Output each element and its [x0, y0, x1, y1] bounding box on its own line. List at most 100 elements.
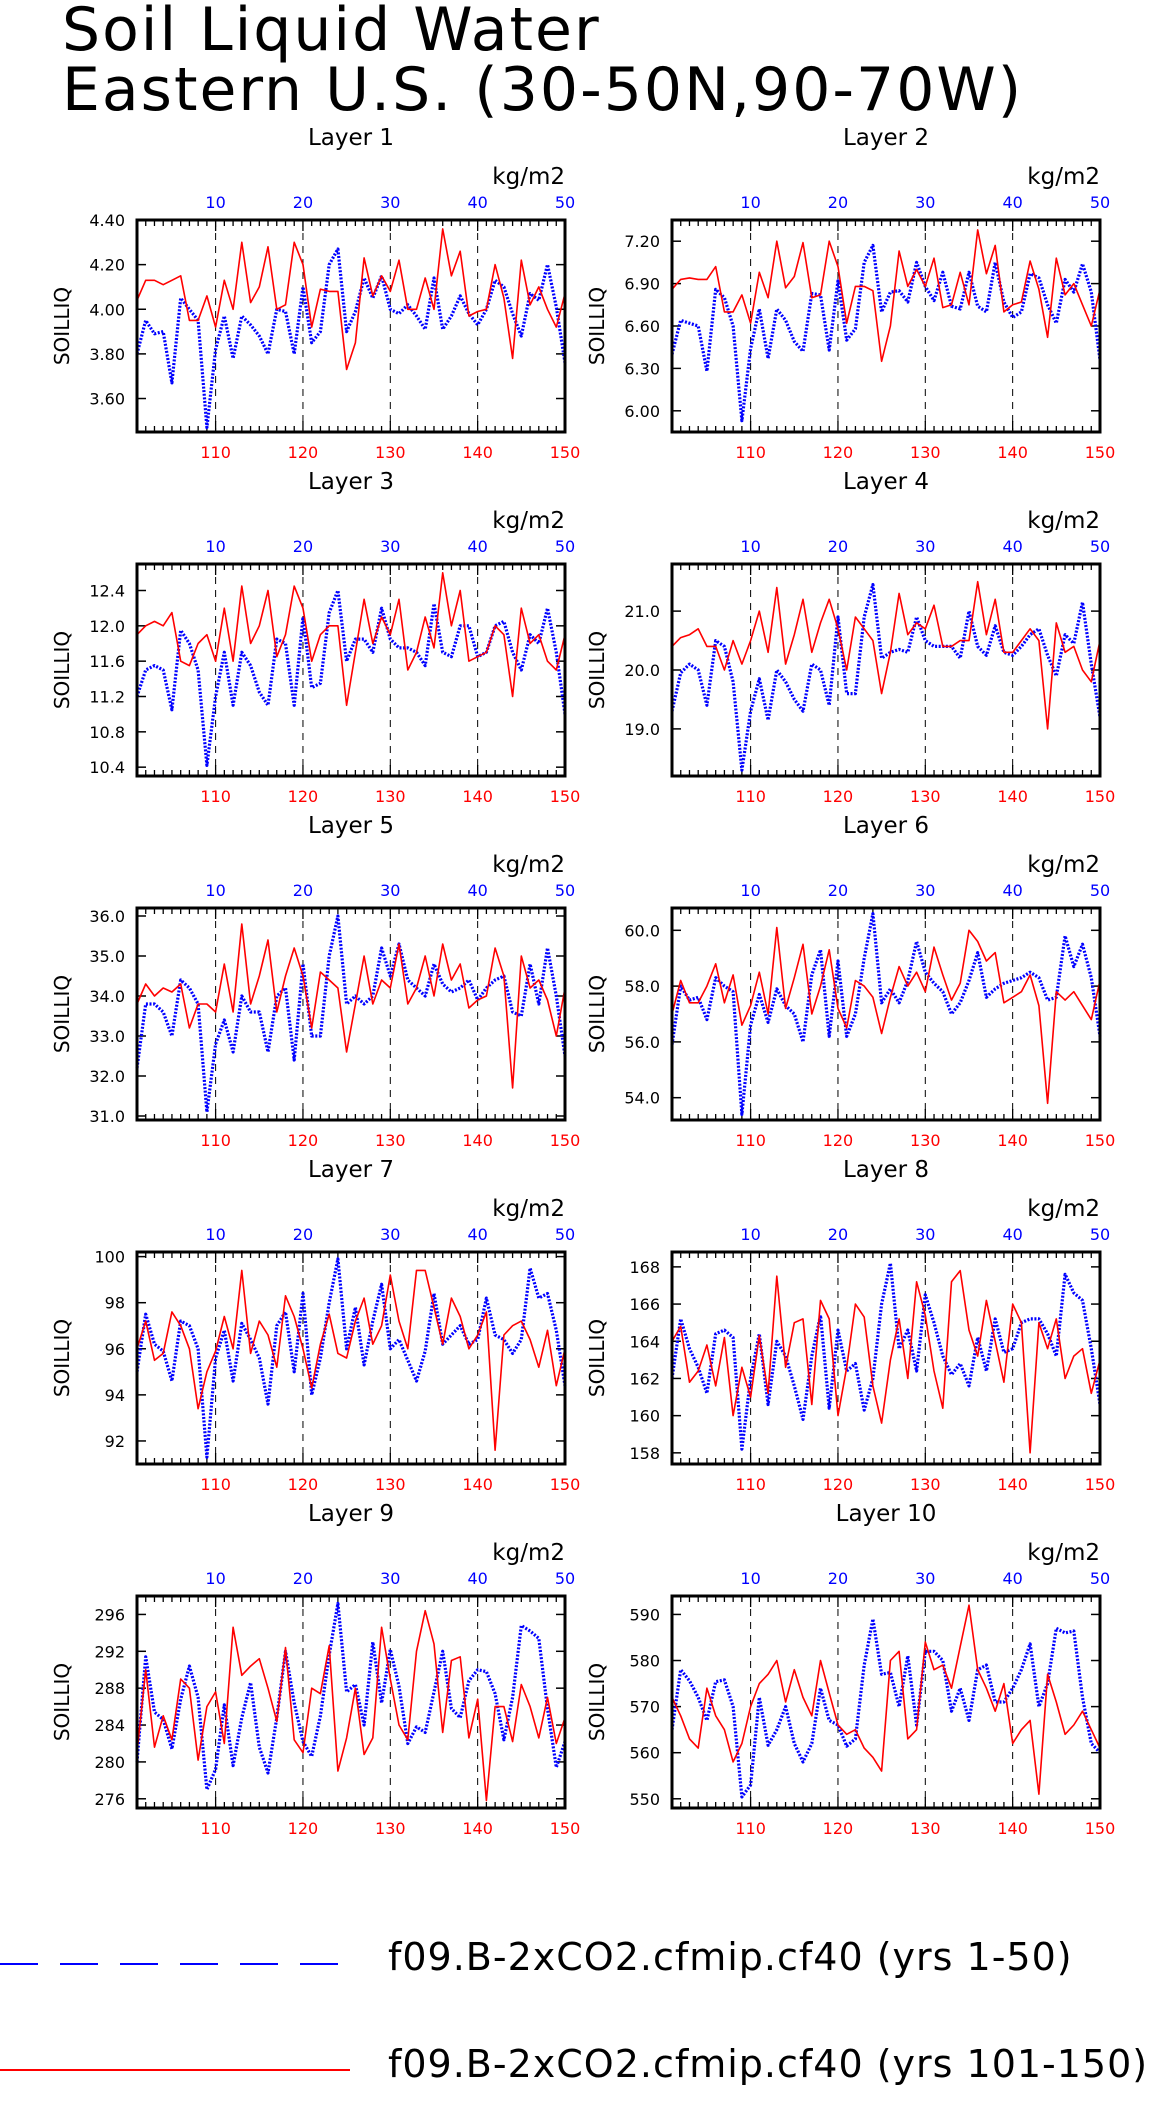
- y-tick-label: 31.0: [89, 1107, 125, 1126]
- x-bottom-tick-label: 150: [550, 1475, 581, 1494]
- legend-label-series-b: f09.B-2xCO2.cfmip.cf40 (yrs 101-150): [388, 2042, 1149, 2086]
- x-bottom-tick-label: 130: [375, 787, 406, 806]
- y-tick-label: 100: [94, 1248, 125, 1267]
- x-top-tick-label: 10: [740, 881, 760, 900]
- y-tick-label: 296: [94, 1605, 125, 1624]
- x-bottom-tick-label: 120: [288, 787, 319, 806]
- x-top-tick-label: 10: [740, 1225, 760, 1244]
- panel-title: Layer 4: [843, 469, 929, 495]
- y-tick-label: 58.0: [624, 977, 660, 996]
- y-tick-label: 6.60: [624, 317, 660, 336]
- series-line-yrs-101-150: [136, 1609, 566, 1802]
- x-bottom-tick-label: 120: [288, 1475, 319, 1494]
- x-bottom-tick-label: 140: [997, 443, 1028, 462]
- y-tick-label: 164: [629, 1332, 660, 1351]
- x-bottom-tick-label: 140: [997, 1475, 1028, 1494]
- series-line-yrs-101-150: [671, 1269, 1101, 1454]
- page-title: Soil Liquid Water Eastern U.S. (30-50N,9…: [62, 0, 1023, 120]
- units-label: kg/m2: [492, 1196, 565, 1222]
- units-label: kg/m2: [1027, 1196, 1100, 1222]
- y-tick-label: 284: [94, 1716, 125, 1735]
- plot-frame: [135, 562, 567, 778]
- y-tick-label: 3.60: [89, 390, 125, 409]
- x-top-tick-label: 50: [555, 1225, 575, 1244]
- x-bottom-tick-label: 140: [462, 1475, 493, 1494]
- chart-panel-layer-9: Layer 9 kg/m2 SOILLIQ 276 280 284 288 292 296 110…: [50, 1501, 580, 1838]
- x-bottom-tick-label: 130: [375, 1475, 406, 1494]
- y-axis-label: SOILLIQ: [585, 287, 609, 365]
- panel-title: Layer 7: [308, 1157, 394, 1183]
- x-bottom-tick-label: 130: [375, 443, 406, 462]
- x-bottom-tick-label: 110: [735, 1475, 766, 1494]
- series-line-yrs-1-50: [135, 247, 567, 430]
- panel-title: Layer 5: [308, 813, 394, 839]
- x-bottom-tick-label: 110: [735, 787, 766, 806]
- y-tick-label: 20.0: [624, 661, 660, 680]
- y-tick-label: 550: [629, 1790, 660, 1809]
- x-top-tick-label: 50: [555, 193, 575, 212]
- y-tick-label: 280: [94, 1753, 125, 1772]
- units-label: kg/m2: [1027, 1540, 1100, 1566]
- y-tick-label: 54.0: [624, 1089, 660, 1108]
- x-bottom-tick-label: 140: [462, 787, 493, 806]
- x-bottom-tick-label: 110: [200, 1819, 231, 1838]
- y-tick-label: 11.6: [89, 652, 125, 671]
- x-top-tick-label: 30: [380, 1225, 400, 1244]
- x-top-tick-label: 10: [205, 1569, 225, 1588]
- x-top-tick-label: 40: [467, 1225, 487, 1244]
- panel-title: Layer 10: [836, 1501, 937, 1527]
- x-top-tick-label: 10: [205, 193, 225, 212]
- x-bottom-tick-label: 130: [910, 1475, 941, 1494]
- plot-frame: [135, 1250, 567, 1466]
- x-top-tick-label: 40: [1002, 881, 1022, 900]
- x-top-tick-label: 40: [1002, 193, 1022, 212]
- plot-frame: [135, 906, 567, 1122]
- y-tick-label: 168: [629, 1258, 660, 1277]
- x-bottom-tick-label: 110: [200, 1475, 231, 1494]
- y-axis-label: SOILLIQ: [50, 1319, 74, 1397]
- y-tick-label: 6.00: [624, 402, 660, 421]
- series-line-yrs-1-50: [135, 914, 567, 1114]
- x-bottom-tick-label: 120: [823, 787, 854, 806]
- y-tick-label: 34.0: [89, 987, 125, 1006]
- x-top-tick-label: 30: [915, 881, 935, 900]
- y-tick-label: 94: [105, 1386, 125, 1405]
- units-label: kg/m2: [492, 1540, 565, 1566]
- x-top-tick-label: 40: [467, 537, 487, 556]
- chart-panel-layer-7: Layer 7 kg/m2 SOILLIQ 92 94 96 98 100 110 120 130 1…: [50, 1157, 580, 1494]
- x-top-tick-label: 30: [380, 1569, 400, 1588]
- x-top-tick-label: 30: [915, 1569, 935, 1588]
- title-line-1: Soil Liquid Water: [62, 0, 601, 65]
- x-top-tick-label: 50: [1090, 193, 1110, 212]
- y-tick-label: 35.0: [89, 947, 125, 966]
- y-tick-label: 98: [105, 1294, 125, 1313]
- x-top-tick-label: 30: [380, 193, 400, 212]
- x-top-tick-label: 50: [1090, 1225, 1110, 1244]
- plot-frame: [670, 562, 1102, 778]
- x-top-tick-label: 30: [915, 1225, 935, 1244]
- x-top-tick-label: 50: [1090, 537, 1110, 556]
- x-bottom-tick-label: 140: [462, 1131, 493, 1150]
- y-tick-label: 11.2: [89, 688, 125, 707]
- y-tick-label: 21.0: [624, 602, 660, 621]
- x-bottom-tick-label: 150: [1085, 1819, 1116, 1838]
- y-tick-label: 10.4: [89, 758, 125, 777]
- series-line-yrs-101-150: [136, 923, 566, 1089]
- plot-frame: [670, 1594, 1102, 1810]
- chart-panel-layer-4: Layer 4 kg/m2 SOILLIQ 19.0 20.0 21.0 110 120 130…: [585, 469, 1115, 806]
- y-tick-label: 96: [105, 1340, 125, 1359]
- x-bottom-tick-label: 150: [1085, 1475, 1116, 1494]
- x-top-tick-label: 20: [293, 193, 313, 212]
- x-bottom-tick-label: 140: [997, 1819, 1028, 1838]
- chart-panel-layer-10: Layer 10 kg/m2 SOILLIQ 550 560 570 580 590 110 12…: [585, 1501, 1116, 1838]
- series-line-yrs-101-150: [671, 580, 1101, 730]
- units-label: kg/m2: [492, 852, 565, 878]
- plot-frame: [670, 906, 1102, 1122]
- y-axis-label: SOILLIQ: [50, 631, 74, 709]
- y-axis-label: SOILLIQ: [50, 287, 74, 365]
- y-tick-label: 570: [629, 1698, 660, 1717]
- units-label: kg/m2: [1027, 164, 1100, 190]
- plot-frame: [670, 1250, 1102, 1466]
- plot-frame: [670, 218, 1102, 434]
- units-label: kg/m2: [492, 164, 565, 190]
